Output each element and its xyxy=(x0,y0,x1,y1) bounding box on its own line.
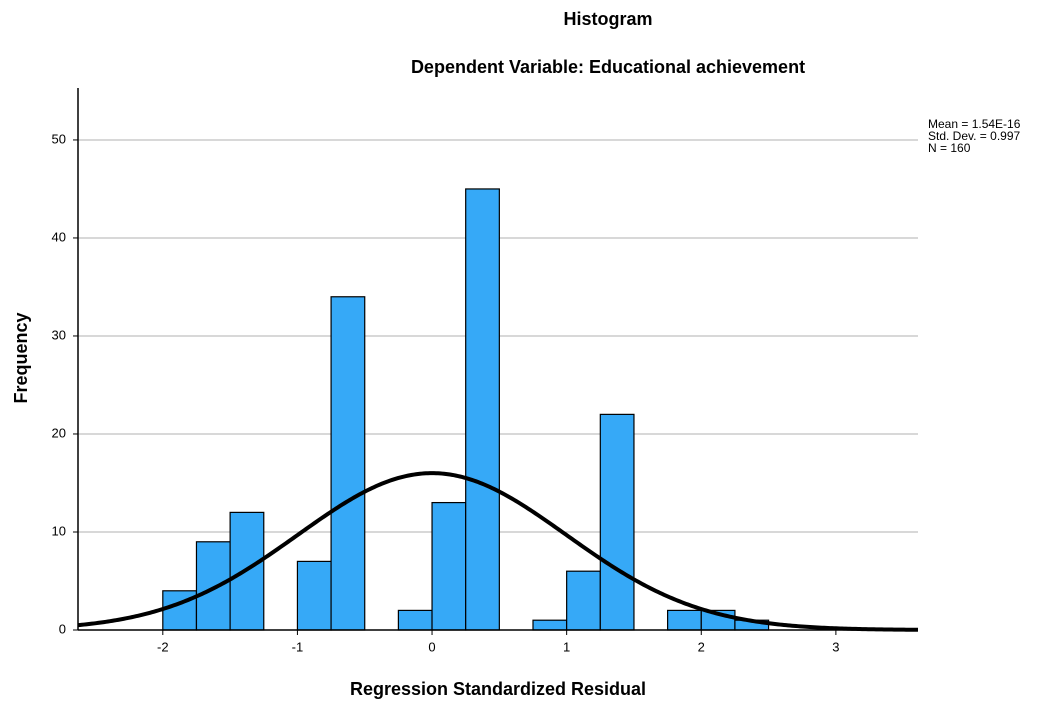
y-tick-label: 0 xyxy=(59,621,66,636)
y-tick-label: 20 xyxy=(52,425,66,440)
y-axis-label: Frequency xyxy=(11,312,31,403)
bar xyxy=(330,296,366,631)
y-tick-label: 30 xyxy=(52,327,66,342)
bar xyxy=(532,619,568,631)
bar xyxy=(599,413,635,631)
stat-label: Std. Dev. = 0.997 xyxy=(928,129,1020,143)
stat-label: N = 160 xyxy=(928,141,971,155)
normal-curve xyxy=(77,471,919,632)
bar xyxy=(431,501,467,631)
bar xyxy=(296,560,332,631)
bar xyxy=(397,609,433,631)
bar xyxy=(566,570,601,631)
x-tick-label: -1 xyxy=(292,639,304,654)
x-tick-label: 1 xyxy=(563,639,570,654)
y-tick-label: 50 xyxy=(52,131,66,146)
x-tick-label: -2 xyxy=(157,639,169,654)
chart-title: Histogram xyxy=(563,9,652,29)
x-tick-label: 0 xyxy=(428,639,435,654)
x-tick-label: 3 xyxy=(832,639,839,654)
x-tick-label: 2 xyxy=(698,639,705,654)
stat-label: Mean = 1.54E-16 xyxy=(928,117,1021,131)
bar xyxy=(667,609,702,631)
chart-subtitle: Dependent Variable: Educational achievem… xyxy=(411,57,805,77)
bar xyxy=(195,541,231,631)
y-tick-label: 40 xyxy=(52,229,66,244)
bar xyxy=(465,188,500,631)
x-axis-label: Regression Standardized Residual xyxy=(350,679,646,699)
y-tick-label: 10 xyxy=(52,523,66,538)
